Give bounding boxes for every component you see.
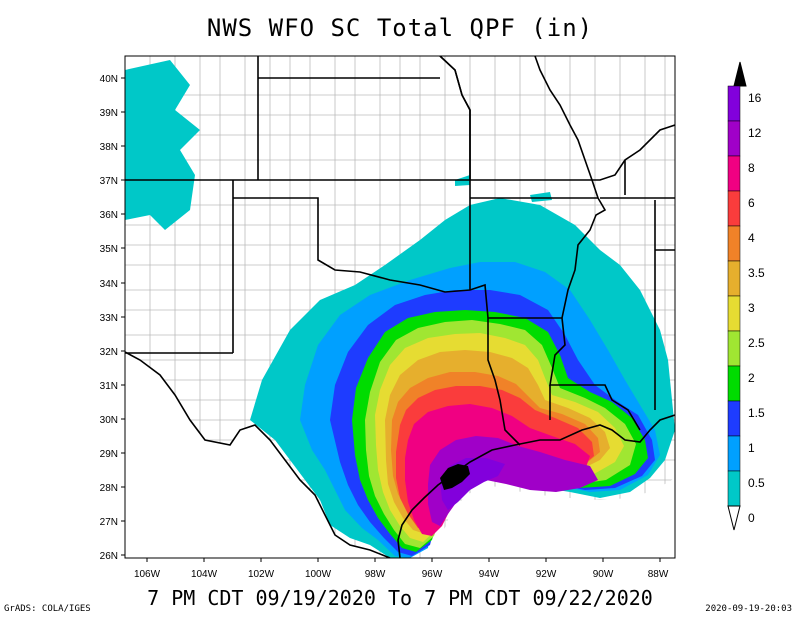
lat-label: 37N	[100, 176, 118, 187]
legend-label: 4	[748, 231, 755, 245]
legend-label: 3	[748, 301, 755, 315]
legend-colorbar	[727, 61, 747, 531]
generated-timestamp: 2020-09-19-20:03	[705, 604, 792, 614]
lon-label: 104W	[191, 569, 218, 580]
legend-label: 1	[748, 441, 755, 455]
lat-label: 26N	[100, 551, 118, 562]
legend-swatch-1	[727, 400, 741, 437]
map-title: NWS WFO SC Total QPF (in)	[206, 14, 594, 42]
lon-label: 106W	[134, 569, 161, 580]
lat-label: 29N	[100, 449, 118, 460]
map-area	[125, 56, 675, 558]
legend-swatch-12	[727, 85, 741, 122]
legend-label: 16	[748, 91, 762, 105]
legend-arrow-bottom	[727, 505, 741, 531]
legend-swatch-8	[727, 120, 741, 157]
legend-swatch-0	[727, 470, 741, 507]
lat-label: 36N	[100, 210, 118, 221]
lat-label: 32N	[100, 347, 118, 358]
qpf-contour-16	[440, 464, 470, 490]
mexico	[125, 355, 390, 558]
valid-period: 7 PM CDT 09/19/2020 To 7 PM CDT 09/22/20…	[147, 586, 653, 610]
lat-label: 28N	[100, 483, 118, 494]
longitude-axis: 106W 104W 102W 100W 98W 96W 94W 92W 90W …	[134, 569, 669, 580]
legend-label: 3.5	[748, 266, 765, 280]
gulf-of-mexico	[432, 478, 675, 558]
legend-swatch-1.5	[727, 365, 741, 402]
legend-label: 2	[748, 371, 755, 385]
legend-swatch-2.5	[727, 295, 741, 332]
lat-label: 27N	[100, 517, 118, 528]
legend-arrow-top	[733, 61, 747, 87]
lon-label: 96W	[422, 569, 443, 580]
latitude-axis: 40N 39N 38N 37N 36N 35N 34N 33N 32N 31N …	[100, 74, 118, 562]
state-borders	[125, 56, 675, 446]
map-frame	[124, 55, 676, 559]
qpf-area-northwest	[125, 60, 200, 230]
legend-label: 6	[748, 196, 755, 210]
lat-label: 30N	[100, 415, 118, 426]
lat-label: 33N	[100, 313, 118, 324]
legend-swatch-0.5	[727, 435, 741, 472]
legend-label: 8	[748, 161, 755, 175]
legend-swatch-6	[727, 155, 741, 192]
lon-label: 92W	[536, 569, 557, 580]
coastline	[125, 351, 675, 558]
legend-swatch-2	[727, 330, 741, 367]
lat-label: 39N	[100, 108, 118, 119]
lat-label: 38N	[100, 142, 118, 153]
legend-labels: 16 12 8 6 4 3.5 3 2.5 2 1.5 1 0.5 0	[748, 91, 765, 525]
lon-label: 98W	[365, 569, 386, 580]
legend-label: 2.5	[748, 336, 765, 350]
legend-label: 0	[748, 511, 755, 525]
lon-label: 102W	[248, 569, 275, 580]
legend-swatch-4	[727, 190, 741, 227]
legend-label: 0.5	[748, 476, 765, 490]
lat-label: 40N	[100, 74, 118, 85]
lat-label: 35N	[100, 244, 118, 255]
software-credit: GrADS: COLA/IGES	[4, 604, 91, 614]
legend-label: 1.5	[748, 406, 765, 420]
lat-label: 31N	[100, 381, 118, 392]
legend-swatch-3	[727, 260, 741, 297]
lon-label: 90W	[593, 569, 614, 580]
legend-label: 12	[748, 126, 762, 140]
lon-label: 100W	[305, 569, 332, 580]
lat-label: 34N	[100, 279, 118, 290]
legend-swatch-3.5	[727, 225, 741, 262]
lon-label: 88W	[648, 569, 669, 580]
lon-label: 94W	[479, 569, 500, 580]
